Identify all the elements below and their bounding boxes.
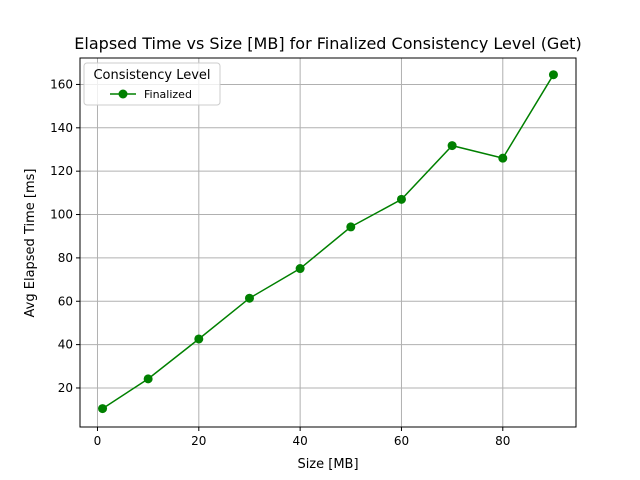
y-tick-label: 160	[50, 77, 73, 91]
data-point-finalized	[346, 222, 356, 232]
data-point-finalized	[143, 374, 153, 384]
x-tick-label: 80	[495, 434, 510, 448]
x-tick-label: 40	[292, 434, 307, 448]
series-layer	[98, 70, 558, 414]
y-tick-label: 80	[58, 251, 73, 265]
data-point-finalized	[548, 70, 558, 80]
legend-label-finalized: Finalized	[144, 88, 192, 101]
data-point-finalized	[194, 334, 204, 344]
y-tick-label: 40	[58, 338, 73, 352]
data-point-finalized	[244, 293, 254, 303]
data-point-finalized	[396, 194, 406, 204]
y-tick-label: 100	[50, 208, 73, 222]
y-axis-label: Avg Elapsed Time [ms]	[23, 169, 38, 318]
axes-frame	[79, 57, 577, 428]
legend-title: Consistency Level	[93, 68, 210, 83]
y-tick-label: 140	[50, 121, 73, 135]
legend: Consistency Level Finalized	[83, 62, 221, 106]
y-tick-label: 20	[58, 381, 73, 395]
data-point-finalized	[98, 404, 108, 414]
x-axis-label: Size [MB]	[297, 457, 358, 472]
x-tick-label: 60	[394, 434, 409, 448]
data-point-finalized	[447, 141, 457, 151]
grid	[80, 58, 576, 427]
x-tick-label: 0	[94, 434, 102, 448]
data-point-finalized	[295, 264, 305, 274]
x-tick-label: 20	[191, 434, 206, 448]
ticks: 0 20 40 60 80 20 40 60 80 100 120 140 160	[50, 57, 577, 448]
legend-marker-finalized	[118, 89, 128, 99]
chart-title: Elapsed Time vs Size [MB] for Finalized …	[74, 34, 581, 53]
y-tick-label: 60	[58, 294, 73, 308]
y-tick-label: 120	[50, 164, 73, 178]
series-line-finalized	[102, 74, 555, 410]
data-point-finalized	[498, 153, 508, 163]
